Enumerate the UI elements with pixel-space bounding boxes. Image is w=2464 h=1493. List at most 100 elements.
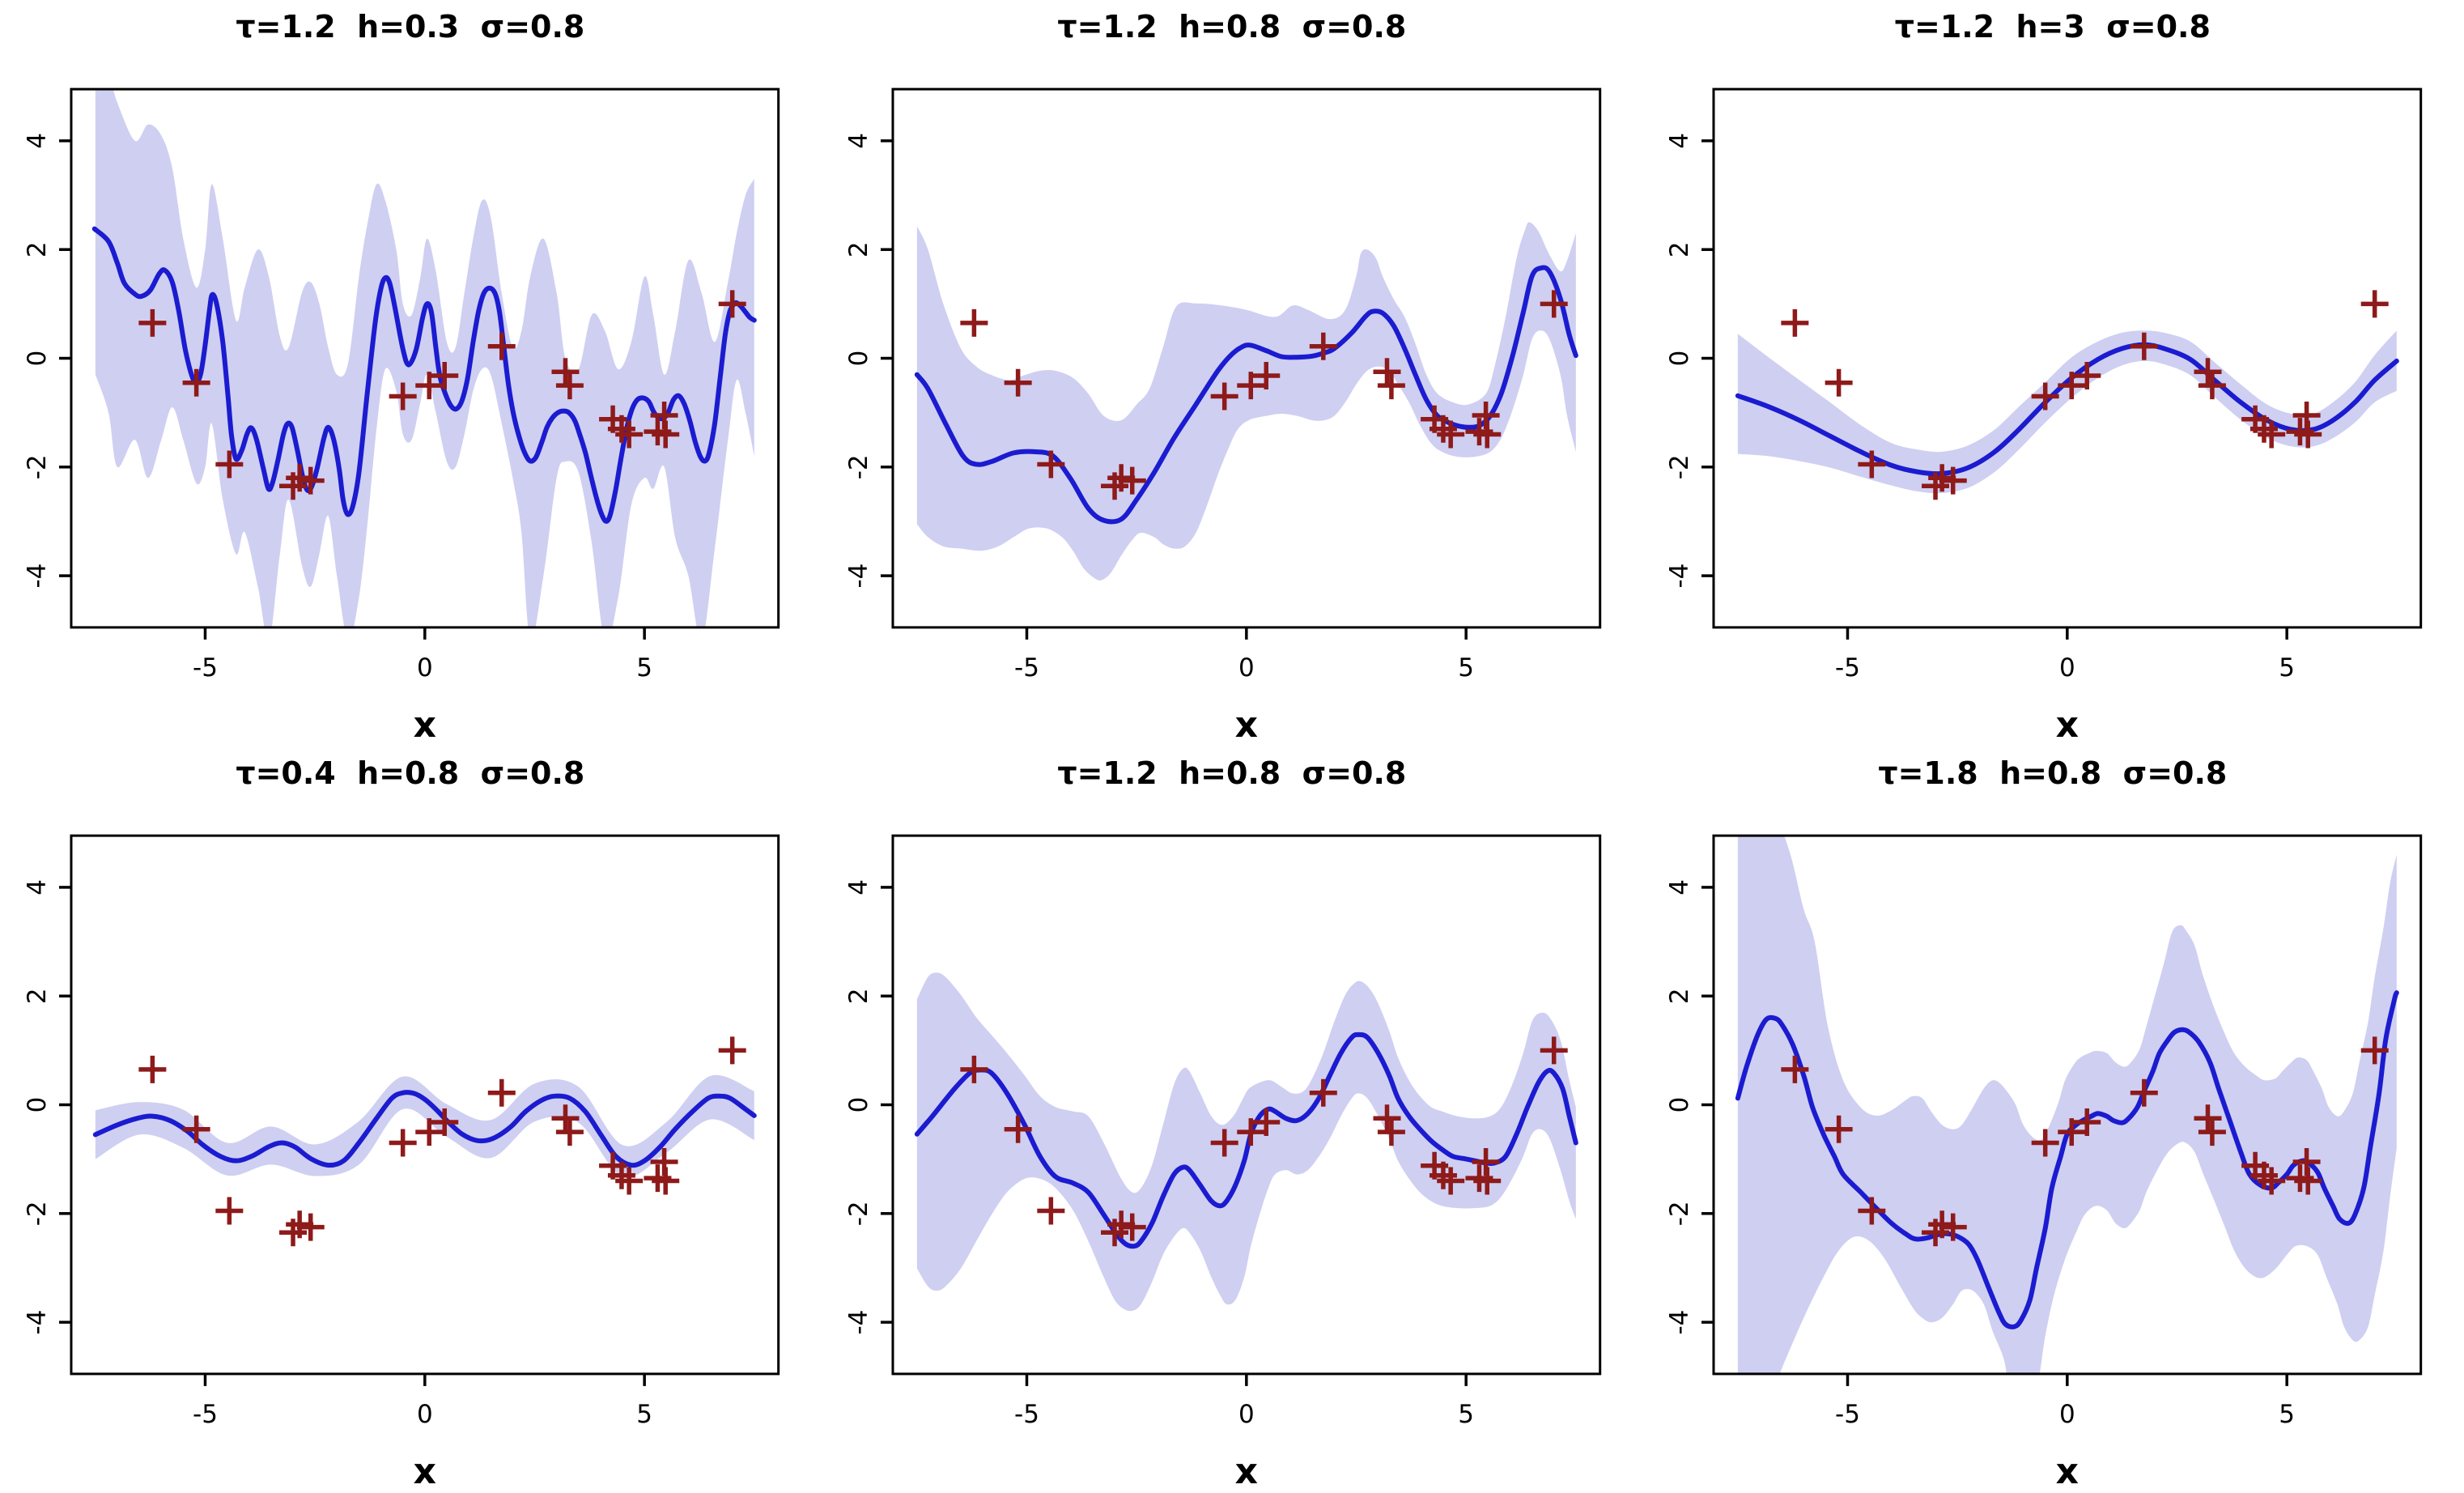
- y-tick-label: -2: [844, 454, 873, 479]
- credible-band: [916, 222, 1576, 581]
- data-points: [1781, 290, 2390, 500]
- y-tick-label: 4: [1665, 133, 1694, 149]
- panel-6-plot: τ=1.8 h=0.8 σ=0.8 -5 0 5 -4 -2 0 2 4 x: [1665, 755, 2423, 1492]
- plot-box: [1712, 87, 2423, 629]
- panel-2: τ=1.2 h=0.8 σ=0.8 -5 0 5 -4 -2 0 2 4 x: [822, 0, 1643, 746]
- plus-marker: [1436, 1167, 1464, 1195]
- plus-marker: [2361, 1036, 2390, 1065]
- plus-marker: [615, 420, 644, 449]
- y-tick-label: 0: [844, 351, 873, 367]
- panel-1-plot: τ=1.2 h=0.3 σ=0.8 -5 0 5 -4 -2 0 2 4 x: [23, 9, 780, 746]
- plus-marker: [1540, 290, 1568, 318]
- y-tick-label: 0: [23, 1097, 52, 1113]
- plus-marker: [555, 372, 584, 400]
- x-tick-label: -5: [1835, 1400, 1860, 1429]
- plus-marker: [2258, 1167, 2286, 1195]
- plus-marker: [138, 1055, 167, 1083]
- panel-4: τ=0.4 h=0.8 σ=0.8 -5 0 5 -4 -2 0 2 4 x: [0, 746, 822, 1493]
- plus-marker: [1373, 358, 1401, 386]
- plus-marker: [1118, 1213, 1146, 1241]
- panel-2-title: τ=1.2 h=0.8 σ=0.8: [1057, 9, 1406, 45]
- plus-marker: [1004, 368, 1032, 397]
- credible-band: [95, 89, 754, 627]
- plus-marker: [718, 290, 746, 318]
- panel-6: τ=1.8 h=0.8 σ=0.8 -5 0 5 -4 -2 0 2 4 x: [1642, 746, 2464, 1493]
- plus-marker: [551, 358, 580, 386]
- plus-marker: [718, 1036, 746, 1065]
- plus-marker: [1781, 308, 1809, 337]
- plus-marker: [1540, 1036, 1568, 1065]
- x-tick-label: 5: [636, 653, 652, 683]
- plus-marker: [2058, 1118, 2086, 1146]
- plus-marker: [2361, 290, 2390, 318]
- plus-marker: [1251, 1108, 1280, 1136]
- x-tick-label: -5: [1014, 1400, 1039, 1429]
- plus-marker: [1236, 372, 1264, 400]
- plus-marker: [389, 382, 417, 410]
- data-points: [1781, 1036, 2390, 1247]
- y-tick-label: -2: [844, 1201, 873, 1226]
- y-tick-label: 0: [1665, 351, 1694, 367]
- x-tick-label: 5: [2279, 653, 2296, 683]
- plus-marker: [2073, 1108, 2101, 1136]
- plus-marker: [2058, 372, 2086, 400]
- x-tick-label: -5: [1014, 653, 1039, 683]
- plus-marker: [1858, 1197, 1886, 1225]
- y-tick-label: -4: [844, 564, 873, 589]
- panel-2-plot: τ=1.2 h=0.8 σ=0.8 -5 0 5 -4 -2 0 2 4 x: [844, 9, 1601, 746]
- x-tick-label: 0: [1238, 653, 1255, 683]
- panel-4-title: τ=0.4 h=0.8 σ=0.8: [236, 755, 584, 791]
- plot-clipped-content: [92, 1074, 757, 1178]
- plus-marker: [652, 420, 680, 449]
- x-tick-label: 5: [1458, 1400, 1474, 1429]
- plus-marker: [415, 1118, 444, 1146]
- plus-marker: [1825, 1115, 1853, 1143]
- x-tick-label: 5: [1458, 653, 1474, 683]
- y-tick-label: 4: [844, 133, 873, 149]
- plus-marker: [1309, 1078, 1337, 1107]
- panel-3: τ=1.2 h=3 σ=0.8 -5 0 5 -4 -2 0 2 4 x: [1642, 0, 2464, 746]
- data-points: [960, 290, 1568, 500]
- plus-marker: [960, 1055, 988, 1083]
- plus-marker: [215, 450, 244, 479]
- y-tick-label: 4: [23, 133, 52, 149]
- plus-marker: [2294, 420, 2322, 449]
- x-axis-label: x: [2056, 704, 2079, 746]
- x-axis-label: x: [2056, 1451, 2079, 1492]
- plus-marker: [615, 1167, 644, 1195]
- x-tick-label: -5: [193, 653, 218, 683]
- x-tick-label: -5: [193, 1400, 218, 1429]
- x-tick-label: 0: [417, 653, 433, 683]
- y-tick-label: -4: [1665, 564, 1694, 589]
- plus-marker: [487, 332, 516, 360]
- panel-5-title: τ=1.2 h=0.8 σ=0.8: [1057, 755, 1406, 791]
- plus-marker: [1858, 450, 1886, 479]
- plus-marker: [2073, 361, 2101, 389]
- plus-marker: [1436, 420, 1464, 449]
- posterior-mean-curve: [92, 1090, 757, 1168]
- y-tick-label: 4: [844, 879, 873, 895]
- y-tick-label: 2: [844, 241, 873, 257]
- y-tick-label: 0: [844, 1097, 873, 1113]
- plus-marker: [487, 1078, 516, 1107]
- panel-3-title: τ=1.2 h=3 σ=0.8: [1895, 9, 2211, 45]
- plus-marker: [1309, 332, 1337, 360]
- plus-marker: [296, 466, 325, 495]
- x-axis-label: x: [414, 1451, 436, 1492]
- plus-marker: [2131, 332, 2159, 360]
- x-tick-label: 5: [636, 1400, 652, 1429]
- panel-6-title: τ=1.8 h=0.8 σ=0.8: [1879, 755, 2228, 791]
- plus-marker: [1377, 1118, 1405, 1146]
- x-axis-label: x: [1234, 1451, 1257, 1492]
- plus-marker: [1373, 1104, 1401, 1133]
- plus-marker: [415, 372, 444, 400]
- plus-marker: [1472, 1167, 1501, 1195]
- plus-marker: [1036, 1197, 1064, 1225]
- plot-clipped-content: [91, 89, 757, 627]
- plus-marker: [1236, 1118, 1264, 1146]
- plus-marker: [431, 361, 459, 389]
- plus-marker: [1004, 1115, 1032, 1143]
- plus-marker: [1939, 1213, 1968, 1241]
- plus-marker: [1825, 368, 1853, 397]
